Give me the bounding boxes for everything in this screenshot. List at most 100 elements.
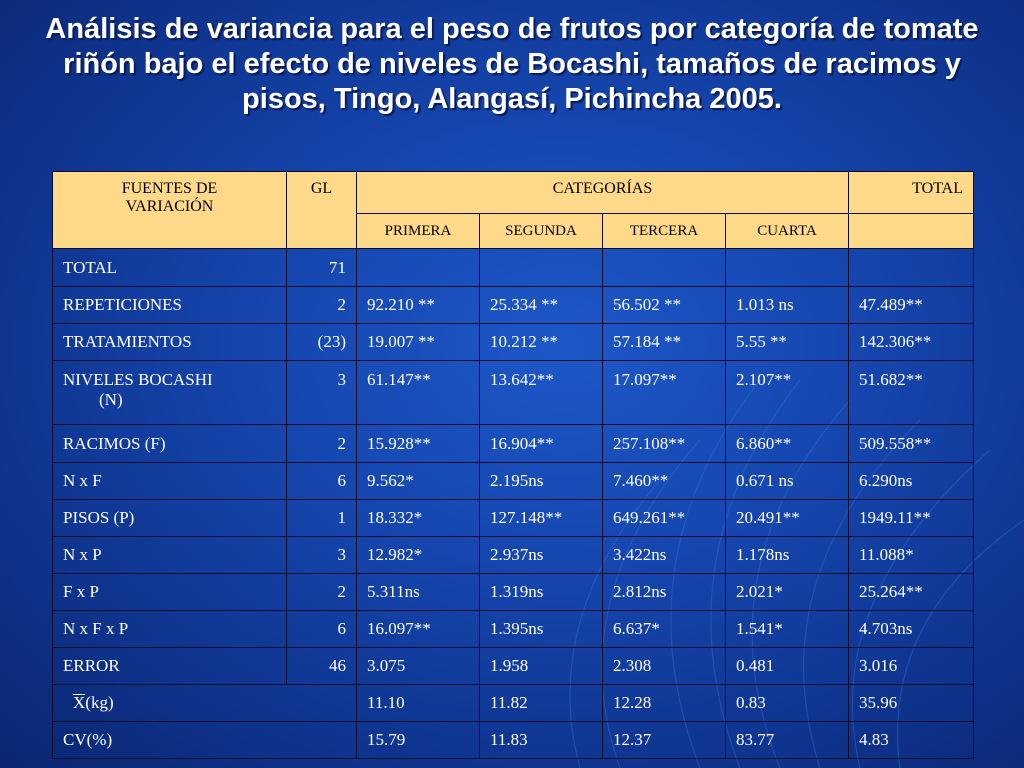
mean-symbol: X	[73, 693, 86, 712]
row-cuarta: 5.55 **	[725, 323, 849, 361]
row-cuarta: 0.671 ns	[725, 462, 849, 500]
row-gl: 2	[286, 573, 357, 611]
row-primera: 15.928**	[356, 424, 480, 463]
row-total: 3.016	[848, 647, 974, 685]
table-row: NIVELES BOCASHI (N) 3 61.147** 13.642** …	[52, 360, 974, 425]
row-total	[848, 248, 974, 287]
slide-title: Análisis de variancia para el peso de fr…	[45, 13, 979, 115]
row-tercera	[602, 248, 726, 287]
row-segunda: 10.212 **	[479, 323, 603, 361]
row-tercera: 57.184 **	[602, 323, 726, 361]
row-segunda: 2.195ns	[479, 462, 603, 500]
row-tercera: 2.308	[602, 647, 726, 685]
row-cuarta: 1.541*	[725, 610, 849, 648]
mean-unit: (kg)	[85, 693, 114, 712]
header-tercera: TERCERA	[602, 213, 726, 249]
row-fuente: F x P	[52, 573, 287, 611]
row-gl: 6	[286, 610, 357, 648]
table-row: TOTAL 71	[52, 248, 974, 287]
row-total: 142.306**	[848, 323, 974, 361]
header-row-sub: PRIMERA SEGUNDA TERCERA CUARTA	[53, 213, 974, 249]
row-fuente: N x F	[52, 462, 287, 500]
row-cuarta: 6.860**	[725, 424, 849, 463]
row-fuente: REPETICIONES	[52, 286, 287, 324]
table-row: REPETICIONES 2 92.210 ** 25.334 ** 56.50…	[52, 286, 974, 324]
row-primera: 61.147**	[356, 360, 480, 425]
table-row: N x F x P 6 16.097** 1.395ns 6.637* 1.54…	[52, 610, 974, 648]
row-fuente: N x F x P	[52, 610, 287, 648]
row-gl: 46	[286, 647, 357, 685]
mean-tercera: 12.28	[602, 684, 726, 722]
table-row: ERROR 46 3.075 1.958 2.308 0.481 3.016	[52, 647, 974, 685]
mean-total: 35.96	[848, 684, 974, 722]
row-gl: 3	[286, 536, 357, 574]
row-primera: 12.982*	[356, 536, 480, 574]
row-fuente: RACIMOS (F)	[52, 424, 287, 463]
row-fuente: ERROR	[52, 647, 287, 685]
header-segunda: SEGUNDA	[479, 213, 603, 249]
mean-label: X(kg)	[52, 684, 357, 722]
cv-primera: 15.79	[356, 721, 480, 759]
row-cuarta: 1.178ns	[725, 536, 849, 574]
row-tercera: 2.812ns	[602, 573, 726, 611]
row-tercera: 6.637*	[602, 610, 726, 648]
header-gl: GL	[286, 171, 357, 249]
row-tercera: 649.261**	[602, 499, 726, 537]
cv-total: 4.83	[848, 721, 974, 759]
cv-row: CV(%) 15.79 11.83 12.37 83.77 4.83	[52, 721, 974, 759]
header-cuarta: CUARTA	[725, 213, 849, 249]
row-gl: 6	[286, 462, 357, 500]
header-categorias: CATEGORÍAS	[356, 171, 849, 214]
anova-table: FUENTES DE VARIACIÓN GL CATEGORÍAS TOTAL…	[52, 171, 974, 759]
row-primera: 3.075	[356, 647, 480, 685]
cv-tercera: 12.37	[602, 721, 726, 759]
row-cuarta: 2.021*	[725, 573, 849, 611]
row-cuarta: 0.481	[725, 647, 849, 685]
row-fuente: TRATAMIENTOS	[52, 323, 287, 361]
row-segunda: 2.937ns	[479, 536, 603, 574]
row-total: 51.682**	[848, 360, 974, 425]
table-row: F x P 2 5.311ns 1.319ns 2.812ns 2.021* 2…	[52, 573, 974, 611]
row-segunda	[479, 248, 603, 287]
header-fuentes: FUENTES DE VARIACIÓN	[52, 171, 287, 249]
row-total: 509.558**	[848, 424, 974, 463]
header-total-blank	[848, 213, 974, 249]
cv-segunda: 11.83	[479, 721, 603, 759]
table-row: TRATAMIENTOS (23) 19.007 ** 10.212 ** 57…	[52, 323, 974, 361]
table-row: N x P 3 12.982* 2.937ns 3.422ns 1.178ns …	[52, 536, 974, 574]
row-cuarta	[725, 248, 849, 287]
row-total: 25.264**	[848, 573, 974, 611]
row-gl: 2	[286, 286, 357, 324]
mean-cuarta: 0.83	[725, 684, 849, 722]
row-total: 1949.11**	[848, 499, 974, 537]
row-segunda: 16.904**	[479, 424, 603, 463]
row-fuente: PISOS (P)	[52, 499, 287, 537]
row-total: 6.290ns	[848, 462, 974, 500]
row-primera: 5.311ns	[356, 573, 480, 611]
row-gl: 1	[286, 499, 357, 537]
row-segunda: 1.319ns	[479, 573, 603, 611]
row-primera: 9.562*	[356, 462, 480, 500]
mean-primera: 11.10	[356, 684, 480, 722]
row-fuente: NIVELES BOCASHI	[63, 370, 213, 389]
row-primera	[356, 248, 480, 287]
row-segunda: 13.642**	[479, 360, 603, 425]
row-tercera: 3.422ns	[602, 536, 726, 574]
row-fuente-continued: (N)	[99, 390, 123, 409]
row-total: 47.489**	[848, 286, 974, 324]
row-cuarta: 1.013 ns	[725, 286, 849, 324]
row-tercera: 7.460**	[602, 462, 726, 500]
mean-row: X(kg) 11.10 11.82 12.28 0.83 35.96	[52, 684, 974, 722]
row-tercera: 56.502 **	[602, 286, 726, 324]
row-tercera: 257.108**	[602, 424, 726, 463]
row-primera: 18.332*	[356, 499, 480, 537]
row-fuente: N x P	[52, 536, 287, 574]
table-row: N x F 6 9.562* 2.195ns 7.460** 0.671 ns …	[52, 462, 974, 500]
mean-segunda: 11.82	[479, 684, 603, 722]
row-cuarta: 2.107**	[725, 360, 849, 425]
table-row: PISOS (P) 1 18.332* 127.148** 649.261** …	[52, 499, 974, 537]
row-primera: 19.007 **	[356, 323, 480, 361]
row-segunda: 1.395ns	[479, 610, 603, 648]
cv-cuarta: 83.77	[725, 721, 849, 759]
row-fuente: TOTAL	[52, 248, 287, 287]
